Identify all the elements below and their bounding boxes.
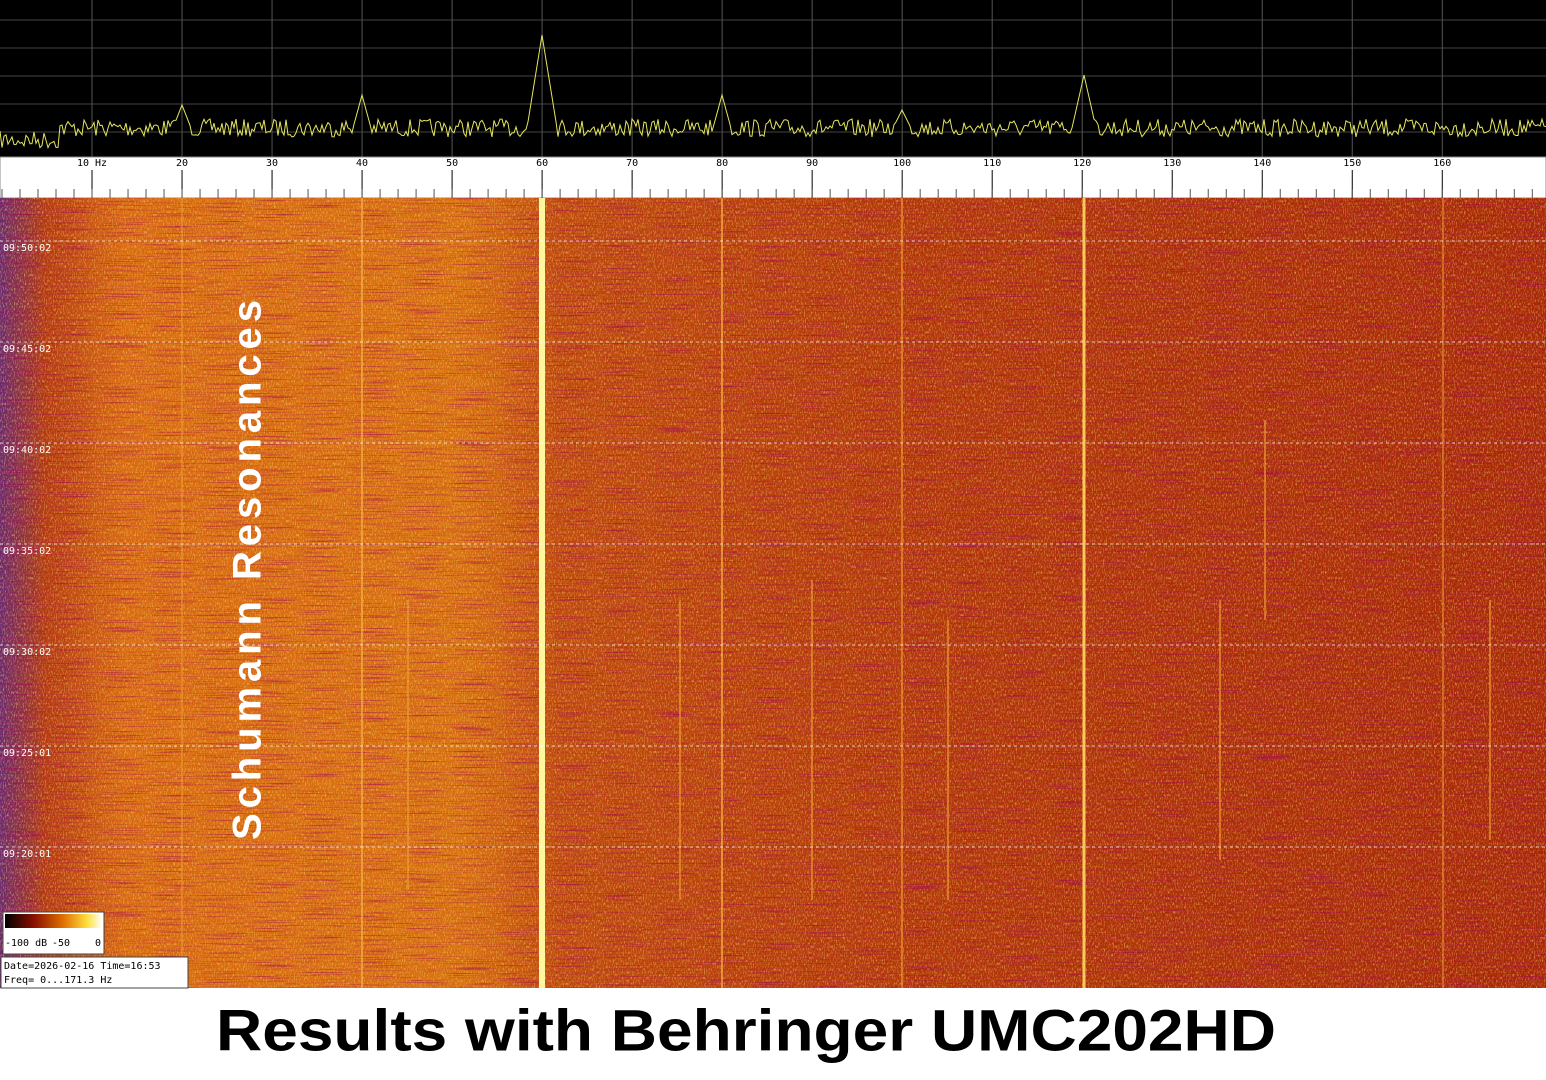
x-tick-label: 160: [1433, 158, 1451, 169]
frequency-scale: [0, 156, 1546, 199]
waterfall-line: [1219, 600, 1221, 860]
waterfall-line: [181, 198, 183, 988]
info-date: Date=2026-02-16 Time=16:53: [4, 961, 161, 972]
spectrum-trace: [0, 34, 1546, 150]
waterfall-line: [361, 198, 363, 988]
time-label: 09:20:01: [3, 849, 51, 860]
x-tick-label: 40: [356, 158, 368, 169]
time-label: 09:50:02: [3, 243, 51, 254]
x-tick-label: 30: [266, 158, 278, 169]
x-tick-label: 100: [893, 158, 911, 169]
waterfall-line: [947, 620, 949, 900]
waterfall-line: [679, 600, 681, 900]
time-label: 09:35:02: [3, 546, 51, 557]
colorbar-label: 0: [95, 938, 101, 949]
waterfall-line: [811, 580, 813, 900]
time-label: 09:25:01: [3, 748, 51, 759]
annotation: Schumann Resonances: [226, 300, 270, 840]
caption: Results with Behringer UMC202HD: [216, 998, 1276, 1063]
colorbar-label: -100 dB: [5, 938, 47, 949]
info-freq: Freq= 0...171.3 Hz: [4, 975, 112, 986]
time-label: 09:40:02: [3, 445, 51, 456]
x-tick-label: 10 Hz: [77, 158, 107, 169]
time-label: 09:45:02: [3, 344, 51, 355]
waterfall-line: [1082, 198, 1086, 988]
waterfall-line: [901, 198, 903, 988]
waterfall-line: [1264, 420, 1266, 620]
waterfall-line: [539, 198, 545, 988]
x-tick-label: 130: [1163, 158, 1181, 169]
x-tick-label: 110: [983, 158, 1001, 169]
waterfall-streaks: [0, 198, 1546, 988]
x-tick-label: 50: [446, 158, 458, 169]
x-tick-label: 60: [536, 158, 548, 169]
colorbar: [5, 914, 102, 928]
colorbar-label: -50: [52, 938, 70, 949]
x-tick-label: 80: [716, 158, 728, 169]
x-tick-label: 70: [626, 158, 638, 169]
x-tick-label: 20: [176, 158, 188, 169]
x-tick-label: 150: [1343, 158, 1361, 169]
waterfall-line: [1489, 600, 1491, 840]
waterfall-line: [1442, 198, 1444, 988]
x-tick-label: 120: [1073, 158, 1091, 169]
time-label: 09:30:02: [3, 647, 51, 658]
x-tick-label: 140: [1253, 158, 1271, 169]
waterfall-line: [721, 198, 723, 988]
spectrum-panel: [0, 0, 1546, 157]
waterfall-line: [407, 600, 409, 890]
info-box: [0, 956, 189, 989]
x-tick-label: 90: [806, 158, 818, 169]
